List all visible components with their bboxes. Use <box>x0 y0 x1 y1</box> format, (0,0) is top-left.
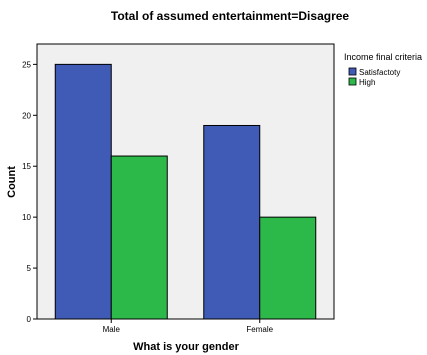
y-tick-label-0: 0 <box>27 315 32 324</box>
y-tick-label-5: 5 <box>27 264 32 273</box>
x-axis-label: What is your gender <box>133 341 239 353</box>
x-axis: Male Female <box>103 319 274 334</box>
legend-label-satisfactoty: Satisfactoty <box>359 68 400 77</box>
legend-label-high: High <box>359 78 375 87</box>
x-tick-label-female: Female <box>246 325 273 334</box>
legend-swatch-high <box>348 77 357 86</box>
y-tick-label-20: 20 <box>22 111 31 120</box>
bar-male-satisfactoty <box>54 63 112 320</box>
y-tick-label-10: 10 <box>22 213 31 222</box>
y-axis-label: Count <box>6 166 18 198</box>
bars <box>54 63 317 320</box>
legend-title: Income final criteria <box>344 52 422 62</box>
x-tick-label-male: Male <box>103 325 121 334</box>
y-tick-label-25: 25 <box>22 60 31 69</box>
bar-female-satisfactoty <box>203 124 261 320</box>
bar-male-high <box>110 155 168 320</box>
y-tick-label-15: 15 <box>22 162 31 171</box>
bar-female-high <box>259 216 317 320</box>
chart-title: Total of assumed entertainment=Disagree <box>111 9 350 23</box>
y-axis: 0 5 10 15 20 25 <box>22 60 37 324</box>
legend-swatch-satisfactoty <box>348 67 357 76</box>
